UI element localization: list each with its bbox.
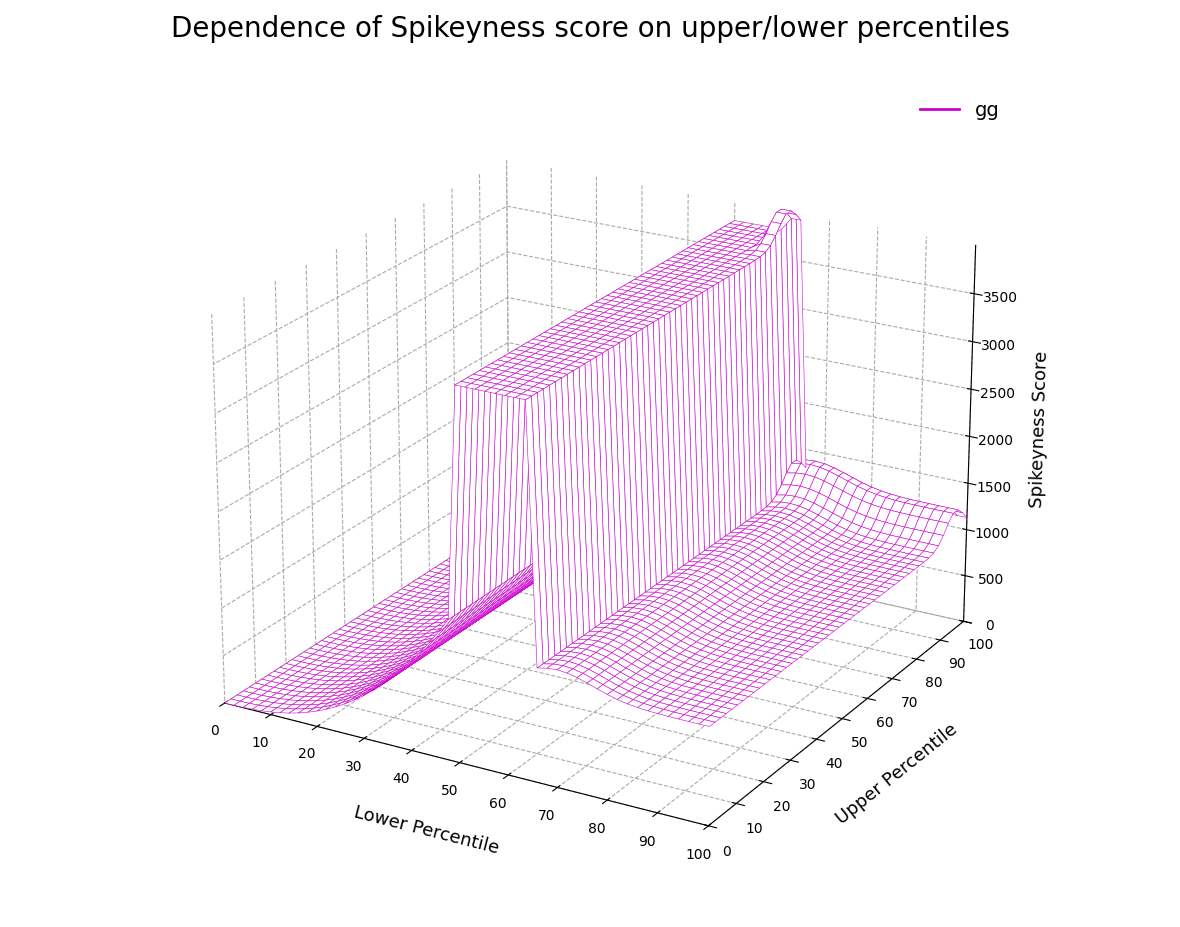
- X-axis label: Lower Percentile: Lower Percentile: [352, 803, 502, 857]
- Legend: gg: gg: [912, 94, 1008, 128]
- Y-axis label: Upper Percentile: Upper Percentile: [833, 720, 961, 829]
- Title: Dependence of Spikeyness score on upper/lower percentiles: Dependence of Spikeyness score on upper/…: [171, 15, 1009, 43]
